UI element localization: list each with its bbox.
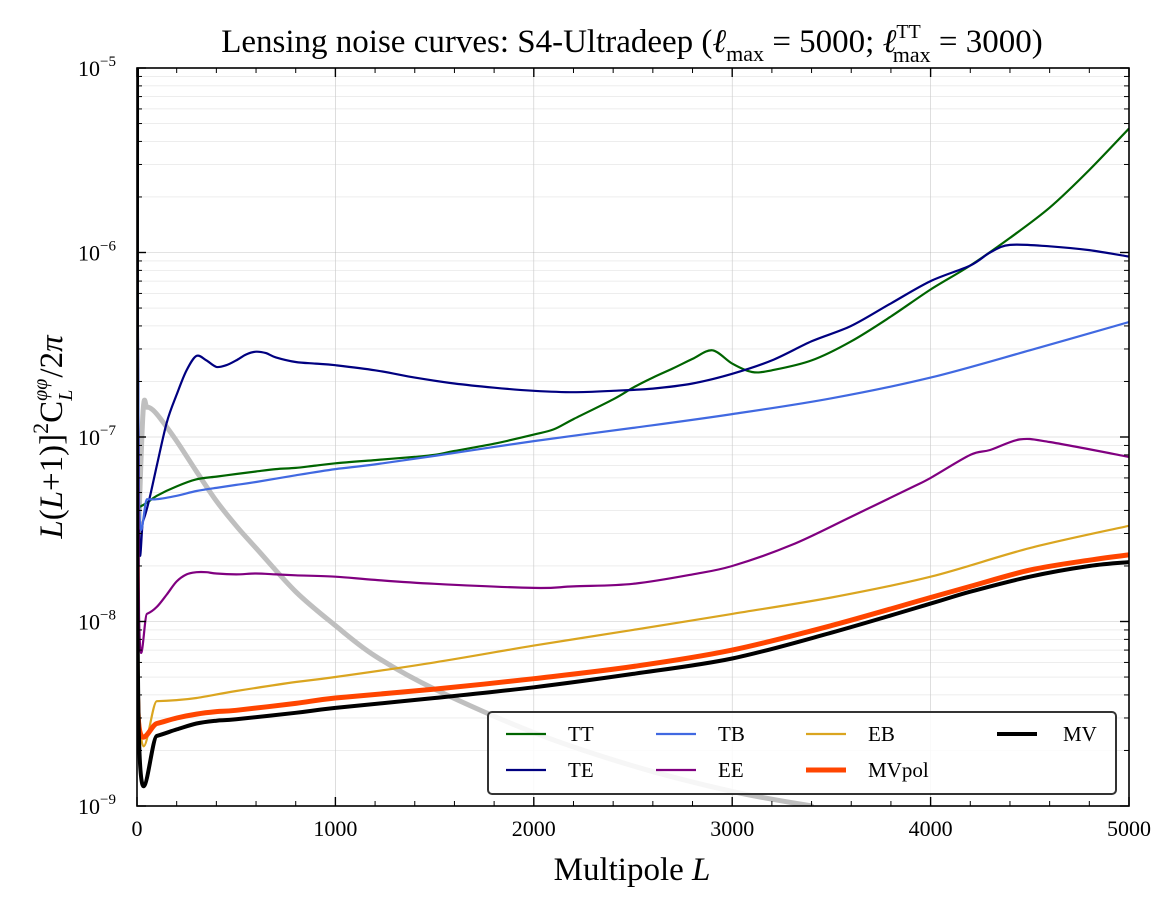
series-line-tb [137, 68, 1129, 531]
y-tick-label: 10−7 [78, 423, 116, 450]
legend: TT TE TB EE EB MVpol MV [487, 711, 1117, 795]
x-axis-label: Multipole L [554, 852, 711, 888]
legend-label-mvpol: MVpol [868, 758, 929, 782]
legend-label-te: TE [568, 758, 594, 782]
y-tick-label: 10−8 [78, 608, 116, 635]
series-line-mv [137, 68, 1129, 789]
grid [137, 68, 1129, 807]
x-tick-label: 3000 [710, 816, 754, 841]
legend-label-tb: TB [718, 722, 745, 746]
series-layer [137, 68, 1129, 789]
series-line-eb [137, 68, 1129, 748]
legend-box [487, 711, 1117, 795]
series-line-te [137, 68, 1129, 557]
legend-label-eb: EB [868, 722, 895, 746]
series-line-mvpol [137, 552, 1129, 740]
y-tick-label: 10−6 [78, 239, 116, 266]
axes [136, 67, 1130, 807]
series-line-ee [137, 68, 1129, 654]
x-tick-label: 4000 [909, 816, 953, 841]
x-tick-label: 2000 [512, 816, 556, 841]
x-tick-label: 1000 [313, 816, 357, 841]
legend-label-tt: TT [568, 722, 594, 746]
x-tick-label: 0 [132, 816, 143, 841]
y-tick-label: 10−9 [78, 792, 116, 819]
x-tick-labels: 0 1000 2000 3000 4000 5000 [132, 816, 1152, 841]
y-axis-label: L(L+1)]2Cφφ L/2π [28, 334, 77, 540]
legend-label-ee: EE [718, 758, 744, 782]
legend-label-mv: MV [1063, 722, 1097, 746]
series-line-tt [137, 127, 1129, 510]
chart-title: Lensing noise curves: S4-Ultradeep (ℓmax… [221, 21, 1043, 67]
y-tick-labels: 10−9 10−8 10−7 10−6 10−5 [78, 54, 116, 819]
y-tick-label: 10−5 [78, 54, 116, 81]
x-tick-label: 5000 [1107, 816, 1151, 841]
